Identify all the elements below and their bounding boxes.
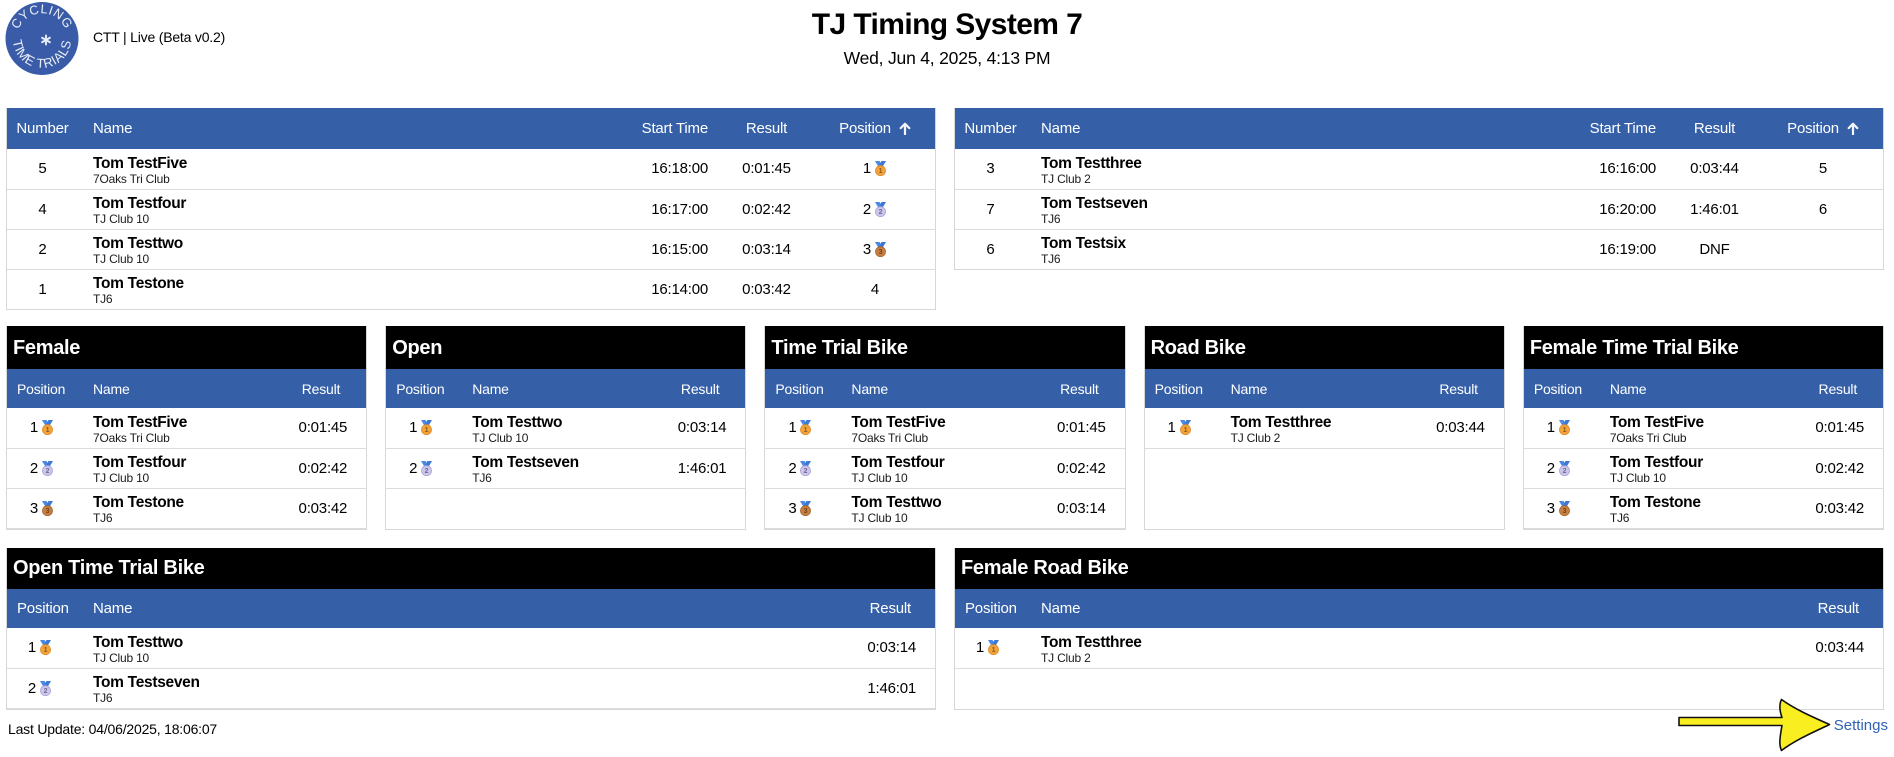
svg-text:1: 1	[879, 168, 883, 175]
svg-text:3: 3	[46, 508, 50, 515]
svg-text:1: 1	[992, 647, 996, 654]
svg-text:1: 1	[1183, 427, 1187, 434]
svg-text:1: 1	[804, 427, 808, 434]
svg-text:2: 2	[1563, 468, 1567, 475]
svg-text:2: 2	[44, 688, 48, 695]
svg-text:3: 3	[804, 508, 808, 515]
svg-text:2: 2	[425, 468, 429, 475]
svg-text:2: 2	[46, 468, 50, 475]
svg-text:1: 1	[1563, 427, 1567, 434]
svg-text:2: 2	[879, 209, 883, 216]
svg-text:1: 1	[46, 427, 50, 434]
svg-text:3: 3	[879, 249, 883, 256]
svg-text:2: 2	[804, 468, 808, 475]
svg-text:1: 1	[44, 647, 48, 654]
svg-text:1: 1	[425, 427, 429, 434]
svg-text:3: 3	[1563, 508, 1567, 515]
